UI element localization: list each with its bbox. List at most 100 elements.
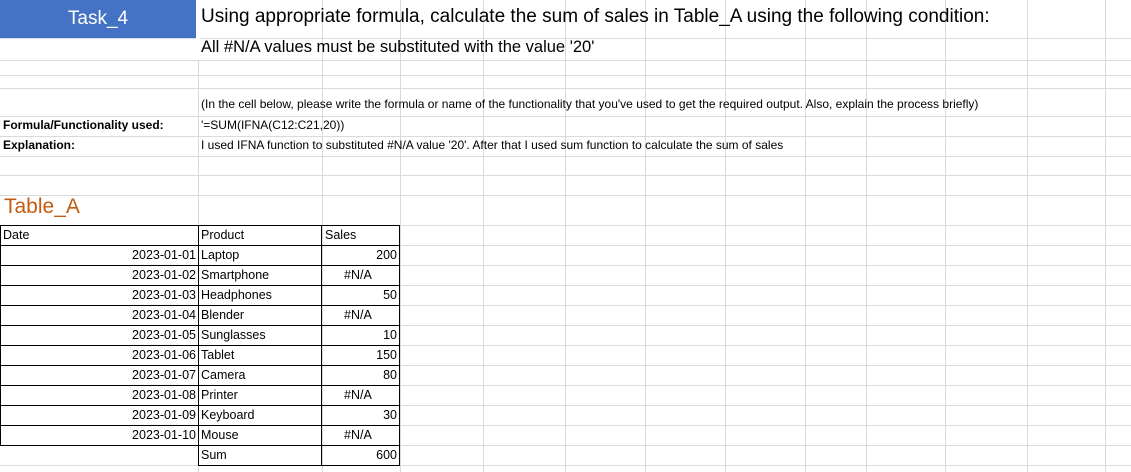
table-row: 2023-01-02 Smartphone #N/A <box>0 265 400 285</box>
sales-cell[interactable]: 80 <box>383 368 397 382</box>
table-row: 2023-01-03 Headphones 50 <box>0 285 400 305</box>
gridline-horizontal <box>0 136 1131 137</box>
header-sales[interactable]: Sales <box>325 228 357 242</box>
table-border-vertical <box>321 225 322 466</box>
gridline-horizontal <box>0 325 1131 326</box>
table-border-horizontal <box>0 265 400 266</box>
table-border-horizontal <box>0 385 400 386</box>
gridline-vertical <box>645 0 646 472</box>
sales-cell[interactable]: 30 <box>383 408 397 422</box>
column-separator <box>196 0 200 60</box>
explanation-label[interactable]: Explanation: <box>3 138 76 152</box>
sales-cell[interactable]: #N/A <box>344 308 372 322</box>
table-row: 2023-01-01 Laptop 200 <box>0 245 400 265</box>
sales-cell[interactable]: 10 <box>383 328 397 342</box>
product-cell[interactable]: Blender <box>201 308 245 322</box>
date-cell[interactable]: 2023-01-08 <box>132 388 196 402</box>
gridline-horizontal <box>0 60 1131 61</box>
product-cell[interactable]: Mouse <box>201 428 239 442</box>
table-border-vertical <box>0 225 1 445</box>
gridline-vertical <box>945 0 946 472</box>
table-border-vertical <box>198 225 199 466</box>
date-cell[interactable]: 2023-01-02 <box>132 268 196 282</box>
gridline-horizontal <box>0 88 1131 89</box>
gridline-horizontal <box>0 405 1131 406</box>
sales-cell[interactable]: 50 <box>383 288 397 302</box>
gridline-horizontal <box>0 345 1131 346</box>
sales-cell[interactable]: #N/A <box>344 428 372 442</box>
sales-cell[interactable]: #N/A <box>344 268 372 282</box>
date-cell[interactable]: 2023-01-06 <box>132 348 196 362</box>
gridline-horizontal <box>0 365 1131 366</box>
table-title[interactable]: Table_A <box>4 195 80 218</box>
product-cell[interactable]: Printer <box>201 388 238 402</box>
table-row: 2023-01-05 Sunglasses 10 <box>0 325 400 345</box>
formula-value[interactable]: '=SUM(IFNA(C12:C21,20)) <box>201 118 345 132</box>
gridline-vertical <box>400 0 401 472</box>
gridline-horizontal <box>0 38 1131 39</box>
instruction-line-1[interactable]: Using appropriate formula, calculate the… <box>201 6 990 27</box>
gridline-vertical <box>1105 0 1106 472</box>
product-cell[interactable]: Smartphone <box>201 268 270 282</box>
sales-cell[interactable]: #N/A <box>344 388 372 402</box>
product-cell[interactable]: Camera <box>201 368 246 382</box>
table-row: 2023-01-08 Printer #N/A <box>0 385 400 405</box>
sales-cell[interactable]: 200 <box>376 248 397 262</box>
sum-label-cell[interactable]: Sum <box>201 448 227 462</box>
gridline-vertical <box>322 0 323 472</box>
table-border-horizontal <box>0 305 400 306</box>
table-row: 2023-01-09 Keyboard 30 <box>0 405 400 425</box>
product-cell[interactable]: Tablet <box>201 348 235 362</box>
table-border-horizontal <box>0 425 400 426</box>
instruction-line-2[interactable]: All #N/A values must be substituted with… <box>201 38 595 56</box>
task-label-cell[interactable]: Task_4 <box>0 0 196 38</box>
gridline-horizontal <box>0 465 1131 466</box>
date-cell[interactable]: 2023-01-07 <box>132 368 196 382</box>
sum-row: Sum 600 <box>0 445 400 465</box>
table-border-horizontal <box>0 405 400 406</box>
gridline-horizontal <box>0 245 1131 246</box>
table-row: 2023-01-07 Camera 80 <box>0 365 400 385</box>
date-cell[interactable]: 2023-01-03 <box>132 288 196 302</box>
sum-value-cell[interactable]: 600 <box>376 448 397 462</box>
date-cell[interactable]: 2023-01-01 <box>132 248 196 262</box>
table-row: 2023-01-04 Blender #N/A <box>0 305 400 325</box>
gridline-horizontal <box>0 225 1131 226</box>
gridline-horizontal <box>0 285 1131 286</box>
table-border-horizontal <box>0 325 400 326</box>
date-cell[interactable]: 2023-01-09 <box>132 408 196 422</box>
date-cell[interactable]: 2023-01-10 <box>132 428 196 442</box>
explanation-value[interactable]: I used IFNA function to substituted #N/A… <box>201 138 784 152</box>
table-border-horizontal <box>0 245 400 246</box>
gridline-horizontal <box>0 265 1131 266</box>
gridline-vertical <box>565 0 566 472</box>
formula-label[interactable]: Formula/Functionality used: <box>3 118 164 132</box>
gridline-horizontal <box>0 195 1131 196</box>
gridline-horizontal <box>0 156 1131 157</box>
header-product[interactable]: Product <box>201 228 245 242</box>
product-cell[interactable]: Keyboard <box>201 408 255 422</box>
table-border-horizontal <box>0 445 400 446</box>
table-border-horizontal <box>0 365 400 366</box>
gridline-horizontal <box>0 175 1131 176</box>
gridline-horizontal <box>0 445 1131 446</box>
product-cell[interactable]: Laptop <box>201 248 240 262</box>
gridline-vertical <box>866 0 867 472</box>
table-border-vertical <box>399 225 400 466</box>
gridline-horizontal <box>0 305 1131 306</box>
table-border-horizontal <box>198 465 400 466</box>
table-border-horizontal <box>0 345 400 346</box>
note-text[interactable]: (In the cell below, please write the for… <box>201 97 979 111</box>
gridline-horizontal <box>0 75 1131 76</box>
header-date[interactable]: Date <box>3 228 30 242</box>
task-label: Task_4 <box>67 8 129 29</box>
date-cell[interactable]: 2023-01-04 <box>132 308 196 322</box>
gridline-vertical <box>805 0 806 472</box>
date-cell[interactable]: 2023-01-05 <box>132 328 196 342</box>
product-cell[interactable]: Headphones <box>201 288 272 302</box>
gridline-vertical <box>483 0 484 472</box>
gridline-horizontal <box>0 425 1131 426</box>
gridline-horizontal <box>0 385 1131 386</box>
product-cell[interactable]: Sunglasses <box>201 328 266 342</box>
sales-cell[interactable]: 150 <box>376 348 397 362</box>
